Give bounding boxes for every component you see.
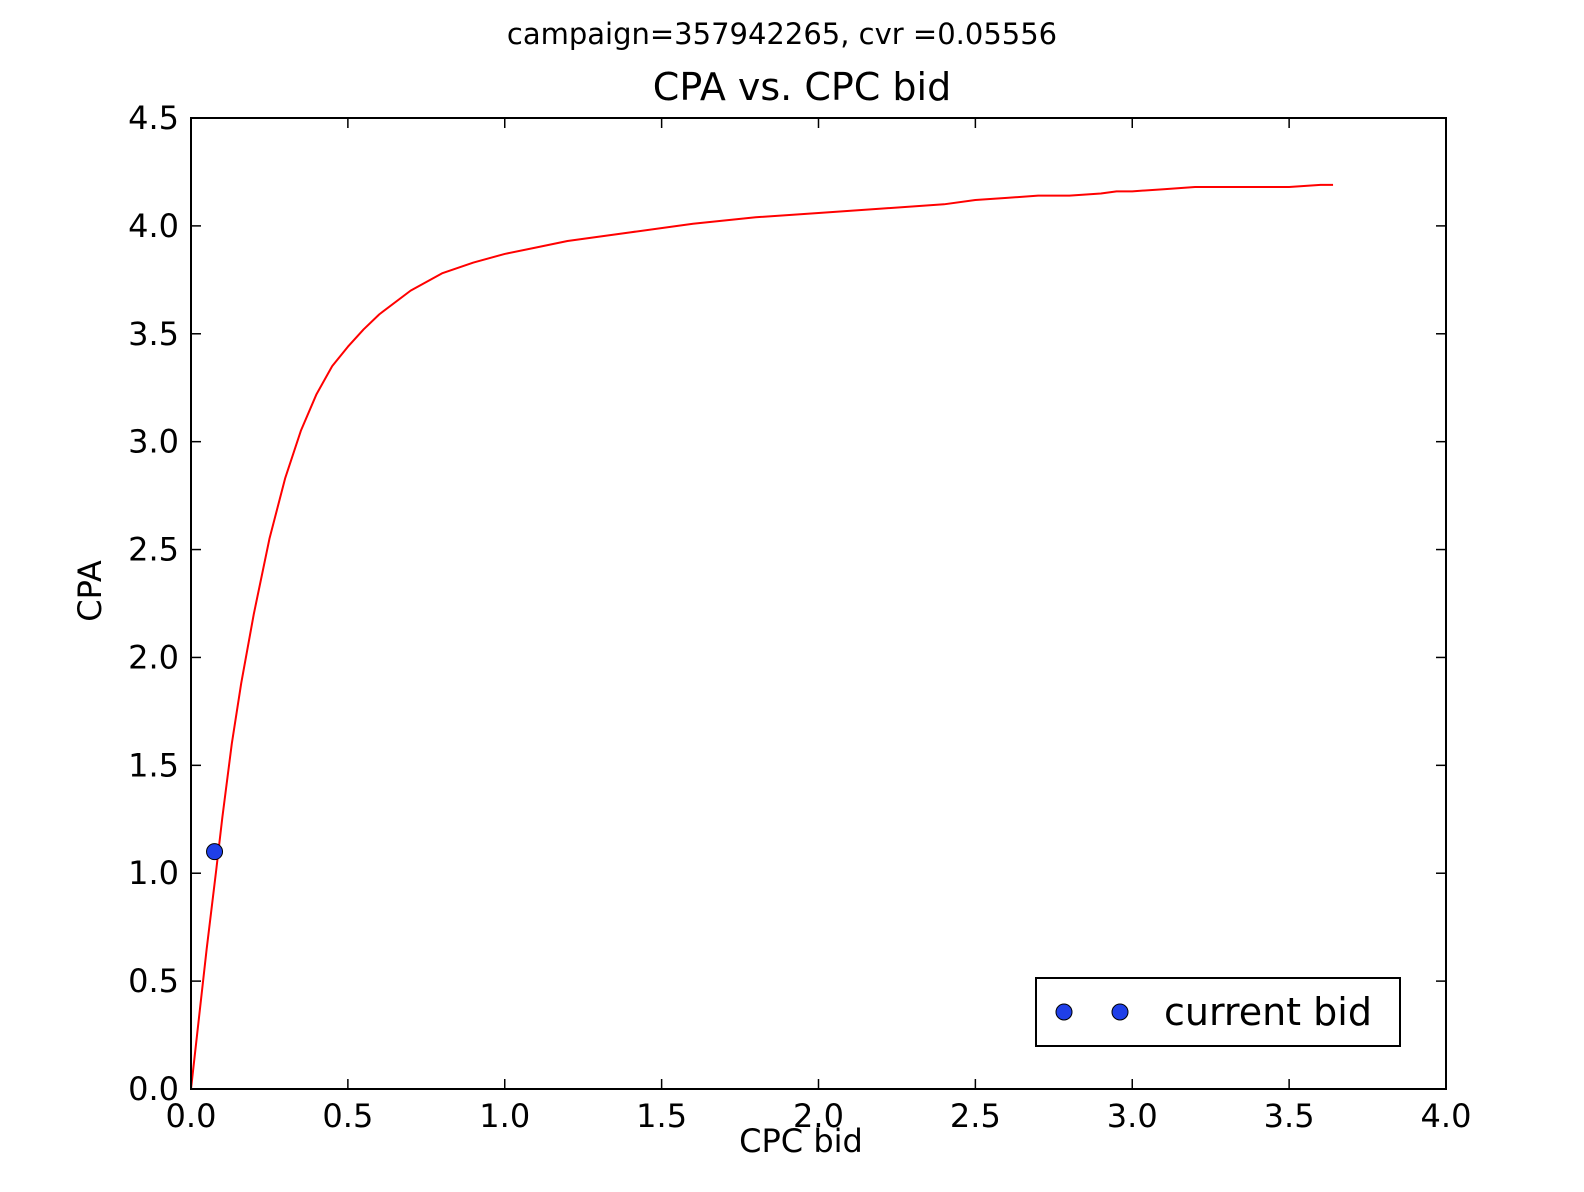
chart-suptitle: campaign=357942265, cvr =0.05556 — [507, 17, 1057, 51]
x-tick-label: 0.0 — [166, 1097, 217, 1135]
x-tick-label: 1.5 — [636, 1097, 687, 1135]
plot-area — [190, 183, 1334, 1090]
x-tick-label: 0.5 — [322, 1097, 373, 1135]
y-tick-label: 1.5 — [128, 746, 179, 784]
x-tick-label: 3.5 — [1264, 1097, 1315, 1135]
legend-marker — [1111, 1003, 1129, 1021]
legend-box — [1035, 977, 1401, 1047]
x-tick-label: 2.0 — [793, 1097, 844, 1135]
x-tick-label: 3.0 — [1107, 1097, 1158, 1135]
legend-label: current bid — [1164, 990, 1372, 1034]
x-tick-label: 4.0 — [1421, 1097, 1472, 1135]
legend: current bid — [1035, 977, 1401, 1047]
y-tick-label: 2.5 — [128, 531, 179, 569]
y-tick-label: 0.5 — [128, 962, 179, 1000]
y-tick-label: 1.0 — [128, 854, 179, 892]
axis-tick-labels: 0.0 0.5 1.0 1.5 2.0 2.5 3.0 3.5 4.0 0.0 0.5 1.0 1.5 2… — [128, 99, 1471, 1135]
y-tick-label: 4.5 — [128, 99, 179, 137]
plot-frame — [190, 117, 1447, 1090]
y-tick-label: 2.0 — [128, 638, 179, 676]
x-tick-label: 2.5 — [950, 1097, 1001, 1135]
y-tick-label: 3.0 — [128, 423, 179, 461]
y-tick-label: 0.0 — [128, 1070, 179, 1108]
y-axis-label: CPA — [71, 560, 109, 622]
axis-ticks — [190, 117, 1447, 1090]
legend-marker — [1055, 1003, 1073, 1021]
chart-title: CPA vs. CPC bid — [653, 65, 951, 109]
current-bid-point — [206, 843, 224, 861]
x-axis-label: CPC bid — [739, 1122, 863, 1160]
y-tick-label: 4.0 — [128, 207, 179, 245]
x-tick-label: 1.0 — [479, 1097, 530, 1135]
y-tick-label: 3.5 — [128, 315, 179, 353]
series-line-0 — [190, 183, 1334, 1090]
